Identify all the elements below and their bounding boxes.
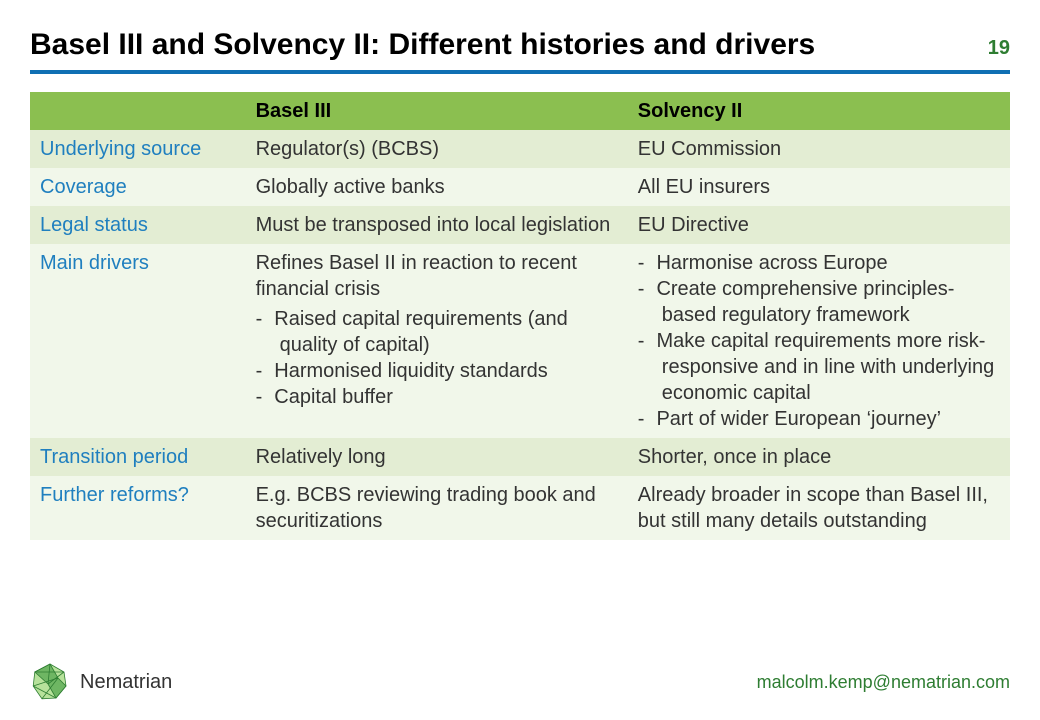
- nematrian-logo-icon: [30, 662, 70, 702]
- slide: Basel III and Solvency II: Different his…: [0, 0, 1040, 720]
- bullet-item: Harmonised liquidity standards: [256, 358, 618, 384]
- bullet-item: Raised capital requirements (and quality…: [256, 306, 618, 358]
- row-label: Underlying source: [30, 130, 246, 168]
- table-header-row: Basel III Solvency II: [30, 92, 1010, 130]
- bullet-item: Part of wider European ‘journey’: [638, 406, 1000, 432]
- slide-title: Basel III and Solvency II: Different his…: [30, 28, 815, 62]
- row-label: Coverage: [30, 168, 246, 206]
- comparison-table: Basel III Solvency II Underlying sourceR…: [30, 92, 1010, 540]
- table-row: CoverageGlobally active banksAll EU insu…: [30, 168, 1010, 206]
- row-label: Main drivers: [30, 244, 246, 438]
- footer-left: Nematrian: [30, 662, 172, 702]
- row-label: Legal status: [30, 206, 246, 244]
- cell-basel: E.g. BCBS reviewing trading book and sec…: [246, 476, 628, 540]
- cell-solvency: Already broader in scope than Basel III,…: [628, 476, 1010, 540]
- title-divider: [30, 70, 1010, 74]
- cell-basel: Regulator(s) (BCBS): [246, 130, 628, 168]
- company-name: Nematrian: [80, 671, 172, 694]
- cell-solvency: EU Directive: [628, 206, 1010, 244]
- bullet-item: Harmonise across Europe: [638, 250, 1000, 276]
- cell-solvency: Shorter, once in place: [628, 438, 1010, 476]
- row-label: Further reforms?: [30, 476, 246, 540]
- table-header-basel: Basel III: [246, 92, 628, 130]
- cell-lead-text: Refines Basel II in reaction to recent f…: [256, 250, 618, 302]
- cell-basel: Globally active banks: [246, 168, 628, 206]
- cell-basel: Must be transposed into local legislatio…: [246, 206, 628, 244]
- table-row: Further reforms?E.g. BCBS reviewing trad…: [30, 476, 1010, 540]
- cell-solvency: Harmonise across EuropeCreate comprehens…: [628, 244, 1010, 438]
- bullet-item: Capital buffer: [256, 384, 618, 410]
- cell-basel: Refines Basel II in reaction to recent f…: [246, 244, 628, 438]
- page-number: 19: [988, 37, 1010, 60]
- bullet-list: Raised capital requirements (and quality…: [256, 306, 618, 410]
- cell-solvency: EU Commission: [628, 130, 1010, 168]
- bullet-item: Create comprehensive principles-based re…: [638, 276, 1000, 328]
- table-row: Transition periodRelatively longShorter,…: [30, 438, 1010, 476]
- title-row: Basel III and Solvency II: Different his…: [30, 28, 1010, 62]
- cell-basel: Relatively long: [246, 438, 628, 476]
- bullet-item: Make capital requirements more risk-resp…: [638, 328, 1000, 406]
- footer: Nematrian malcolm.kemp@nematrian.com: [30, 662, 1010, 702]
- table-header-blank: [30, 92, 246, 130]
- cell-solvency: All EU insurers: [628, 168, 1010, 206]
- table-header-solvency: Solvency II: [628, 92, 1010, 130]
- table-row: Underlying sourceRegulator(s) (BCBS)EU C…: [30, 130, 1010, 168]
- author-email: malcolm.kemp@nematrian.com: [757, 672, 1010, 693]
- table-row: Legal statusMust be transposed into loca…: [30, 206, 1010, 244]
- row-label: Transition period: [30, 438, 246, 476]
- table-row: Main driversRefines Basel II in reaction…: [30, 244, 1010, 438]
- bullet-list: Harmonise across EuropeCreate comprehens…: [638, 250, 1000, 432]
